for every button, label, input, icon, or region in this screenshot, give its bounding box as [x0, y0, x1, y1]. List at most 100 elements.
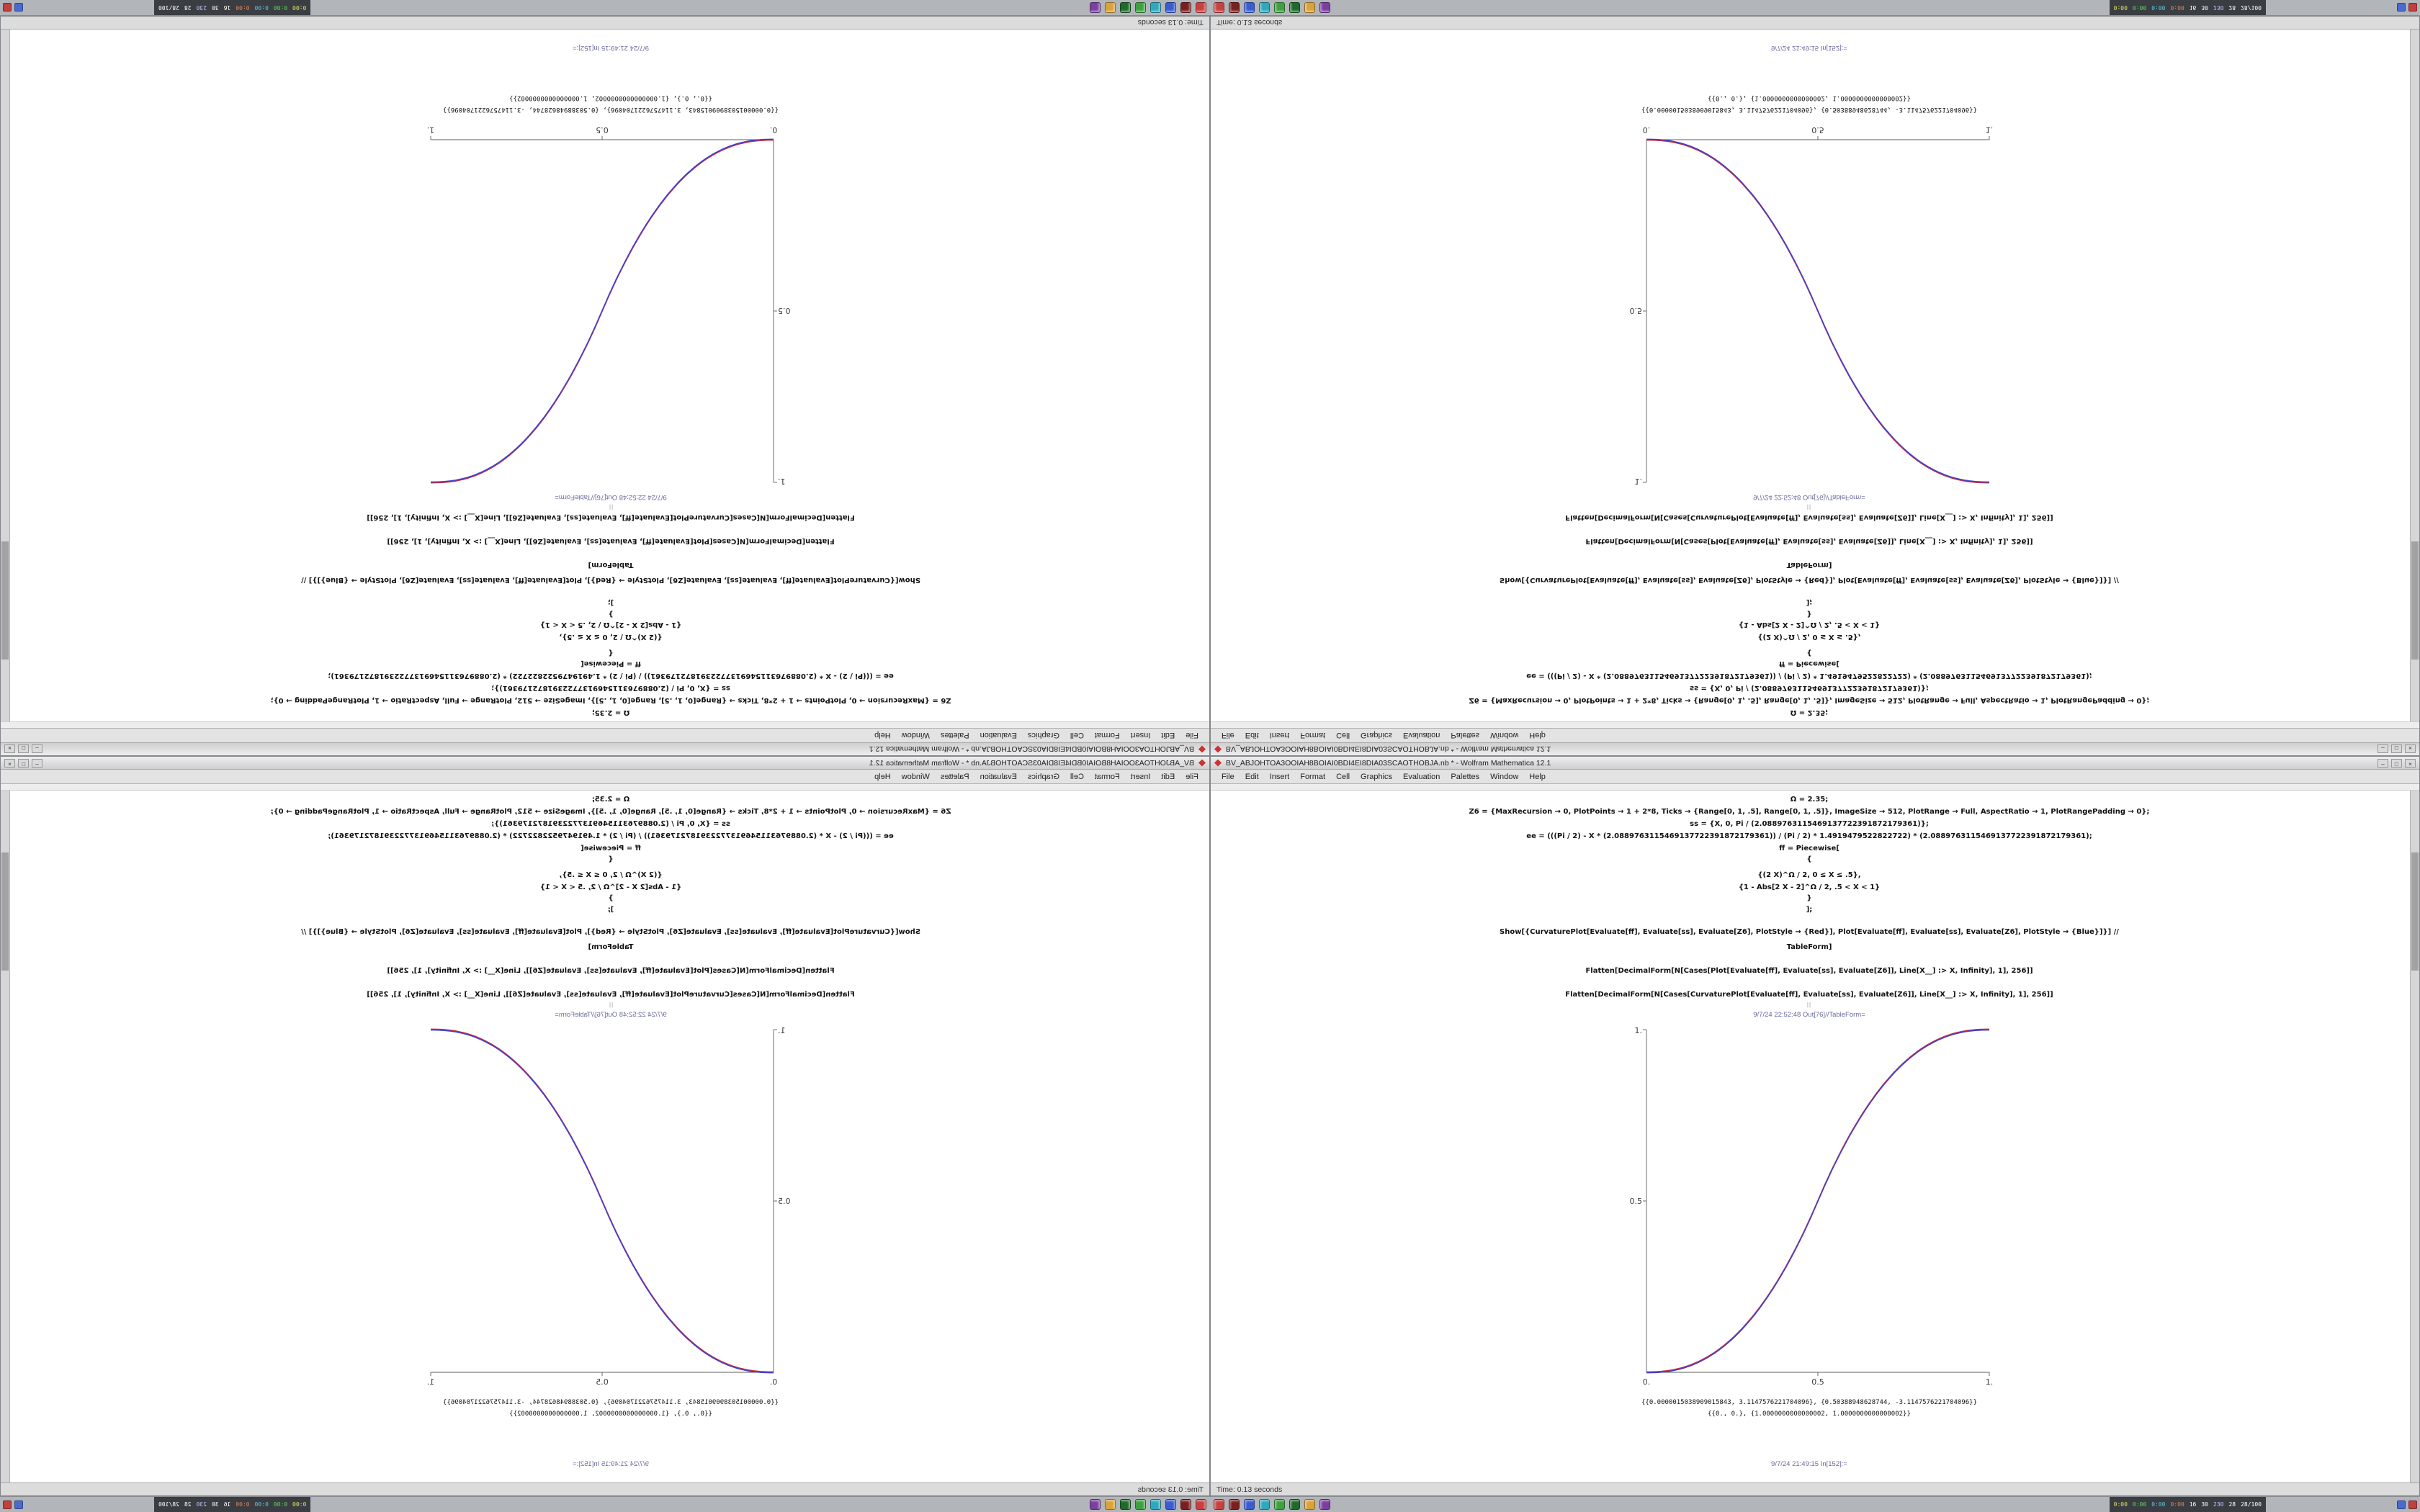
launcher-icon-8[interactable] [1319, 1499, 1330, 1510]
code-line[interactable]: } [1806, 894, 1812, 902]
code-line[interactable]: Flatten[DecimalForm[N[Cases[CurvaturePlo… [367, 991, 855, 999]
code-line[interactable]: { [1806, 855, 1812, 863]
tray-icon-network[interactable] [2397, 1500, 2406, 1509]
code-line[interactable]: ss = {X, 0, Pi / (2.08897631154691377223… [491, 820, 730, 828]
launcher-icon-7[interactable] [1105, 2, 1116, 13]
menu-edit[interactable]: Edit [1161, 731, 1175, 740]
menu-cell[interactable]: Cell [1336, 731, 1350, 740]
code-line[interactable]: {(2 X)^Ω / 2, 0 ≤ X ≤ .5}, [559, 633, 663, 641]
code-line[interactable]: Z6 = {MaxRecursion → 0, PlotPoints → 1 +… [1469, 808, 2150, 816]
launcher-icon-1[interactable] [1196, 2, 1206, 13]
code-line[interactable]: Flatten[DecimalForm[N[Cases[Plot[Evaluat… [387, 967, 835, 975]
title-bar[interactable]: BV_ABJOHTOA3OOIAH8BOIAI0BDI4EI8DIA03SCAO… [1, 757, 1209, 770]
vertical-scrollbar[interactable] [2410, 791, 2419, 1482]
menu-help[interactable]: Help [1529, 731, 1546, 740]
menu-edit[interactable]: Edit [1161, 772, 1175, 781]
code-line[interactable]: {(2 X)^Ω / 2, 0 ≤ X ≤ .5}, [1757, 871, 1861, 879]
menu-palettes[interactable]: Palettes [1451, 731, 1480, 740]
code-line[interactable]: Ω = 2.35; [1790, 796, 1829, 804]
code-line[interactable]: TableForm] [1786, 943, 1832, 951]
launcher-icon-5[interactable] [1135, 1499, 1146, 1510]
maximize-button[interactable]: □ [2391, 758, 2402, 768]
code-line[interactable]: ee = (((Pi / 2) - X * (2.088976311546913… [1526, 672, 2092, 680]
menu-help[interactable]: Help [1529, 772, 1546, 781]
code-line[interactable]: {1 - Abs[2 X - 2]^Ω / 2, .5 < X < 1} [539, 621, 682, 629]
close-button[interactable]: × [4, 744, 15, 754]
menu-file[interactable]: File [1222, 772, 1234, 781]
launcher-icon-3[interactable] [1244, 2, 1255, 13]
menu-edit[interactable]: Edit [1245, 731, 1259, 740]
code-line[interactable]: ff = Piecewise[ [581, 660, 641, 667]
launcher-icon-5[interactable] [1135, 2, 1146, 13]
tray-icon-alert[interactable] [2408, 1500, 2417, 1509]
vertical-scrollbar[interactable] [1, 30, 10, 721]
code-line[interactable]: {1 - Abs[2 X - 2]^Ω / 2, .5 < X < 1} [1738, 883, 1881, 891]
code-line[interactable]: Flatten[DecimalForm[N[Cases[Plot[Evaluat… [387, 537, 835, 545]
code-line[interactable]: TableForm] [588, 561, 634, 569]
maximize-button[interactable]: □ [2391, 744, 2402, 754]
code-line[interactable]: {(2 X)^Ω / 2, 0 ≤ X ≤ .5}, [559, 871, 663, 879]
menu-file[interactable]: File [1222, 731, 1234, 740]
menu-help[interactable]: Help [874, 731, 891, 740]
menu-cell[interactable]: Cell [1336, 772, 1350, 781]
maximize-button[interactable]: □ [18, 758, 29, 768]
minimize-button[interactable]: – [32, 744, 42, 754]
tray-icon-alert[interactable] [2408, 3, 2417, 12]
menu-palettes[interactable]: Palettes [940, 772, 969, 781]
menu-palettes[interactable]: Palettes [940, 731, 969, 740]
code-line[interactable]: ]; [1806, 598, 1813, 606]
code-line[interactable]: ee = (((Pi / 2) - X * (2.088976311546913… [328, 832, 894, 840]
minimize-button[interactable]: – [32, 758, 42, 768]
code-line[interactable]: TableForm] [1786, 561, 1832, 569]
scrollbar-thumb[interactable] [1, 852, 9, 971]
code-line[interactable]: Show[{CurvaturePlot[Evaluate[ff], Evalua… [301, 576, 920, 584]
code-line[interactable]: Ω = 2.35; [591, 708, 630, 716]
menu-window[interactable]: Window [1490, 731, 1519, 740]
launcher-icon-1[interactable] [1214, 1499, 1224, 1510]
launcher-icon-8[interactable] [1090, 2, 1101, 13]
code-line[interactable]: Flatten[DecimalForm[N[Cases[CurvaturePlo… [367, 513, 855, 521]
scrollbar-thumb[interactable] [2411, 852, 2419, 971]
tray-icon-network[interactable] [2397, 3, 2406, 12]
code-line[interactable]: Ω = 2.35; [1790, 708, 1829, 716]
menu-palettes[interactable]: Palettes [1451, 772, 1480, 781]
launcher-icon-1[interactable] [1214, 2, 1224, 13]
launcher-icon-4[interactable] [1259, 2, 1270, 13]
launcher-icon-4[interactable] [1150, 1499, 1161, 1510]
menu-help[interactable]: Help [874, 772, 891, 781]
tray-icon-alert[interactable] [3, 3, 12, 12]
close-button[interactable]: × [4, 758, 15, 768]
menu-file[interactable]: File [1186, 772, 1198, 781]
maximize-button[interactable]: □ [18, 744, 29, 754]
code-line[interactable]: Flatten[DecimalForm[N[Cases[Plot[Evaluat… [1585, 967, 2033, 975]
tray-icon-network[interactable] [14, 3, 23, 12]
title-bar[interactable]: BV_ABJOHTOA3OOIAH8BOIAI0BDI4EI8DIA03SCAO… [1211, 757, 2419, 770]
launcher-icon-1[interactable] [1196, 1499, 1206, 1510]
code-line[interactable]: {1 - Abs[2 X - 2]^Ω / 2, .5 < X < 1} [539, 883, 682, 891]
menu-evaluation[interactable]: Evaluation [980, 772, 1017, 781]
code-line[interactable]: Flatten[DecimalForm[N[Cases[CurvaturePlo… [1565, 991, 2053, 999]
code-line[interactable]: ee = (((Pi / 2) - X * (2.088976311546913… [1526, 832, 2092, 840]
code-line[interactable]: {1 - Abs[2 X - 2]^Ω / 2, .5 < X < 1} [1738, 621, 1881, 629]
code-line[interactable]: ss = {X, 0, Pi / (2.08897631154691377223… [1690, 684, 1929, 692]
code-line[interactable]: ]; [607, 906, 614, 914]
launcher-icon-2[interactable] [1229, 2, 1240, 13]
code-line[interactable]: Z6 = {MaxRecursion → 0, PlotPoints → 1 +… [270, 808, 951, 816]
menu-format[interactable]: Format [1094, 772, 1120, 781]
minimize-button[interactable]: – [2378, 744, 2388, 754]
menu-window[interactable]: Window [1490, 772, 1519, 781]
launcher-icon-5[interactable] [1274, 2, 1285, 13]
code-line[interactable]: Show[{CurvaturePlot[Evaluate[ff], Evalua… [1500, 576, 2119, 584]
menu-cell[interactable]: Cell [1070, 772, 1084, 781]
menu-evaluation[interactable]: Evaluation [980, 731, 1017, 740]
code-line[interactable]: } [608, 610, 614, 618]
menu-insert[interactable]: Insert [1130, 772, 1151, 781]
title-bar[interactable]: BV_ABJOHTOA3OOIAH8BOIAI0BDI4EI8DIA03SCAO… [1211, 742, 2419, 755]
title-bar[interactable]: BV_ABJOHTOA3OOIAH8BOIAI0BDI4EI8DIA03SCAO… [1, 742, 1209, 755]
launcher-icon-4[interactable] [1150, 2, 1161, 13]
launcher-icon-3[interactable] [1165, 2, 1176, 13]
launcher-icon-6[interactable] [1120, 2, 1131, 13]
code-line[interactable]: { [608, 855, 614, 863]
menu-graphics[interactable]: Graphics [1361, 772, 1393, 781]
launcher-icon-3[interactable] [1244, 1499, 1255, 1510]
